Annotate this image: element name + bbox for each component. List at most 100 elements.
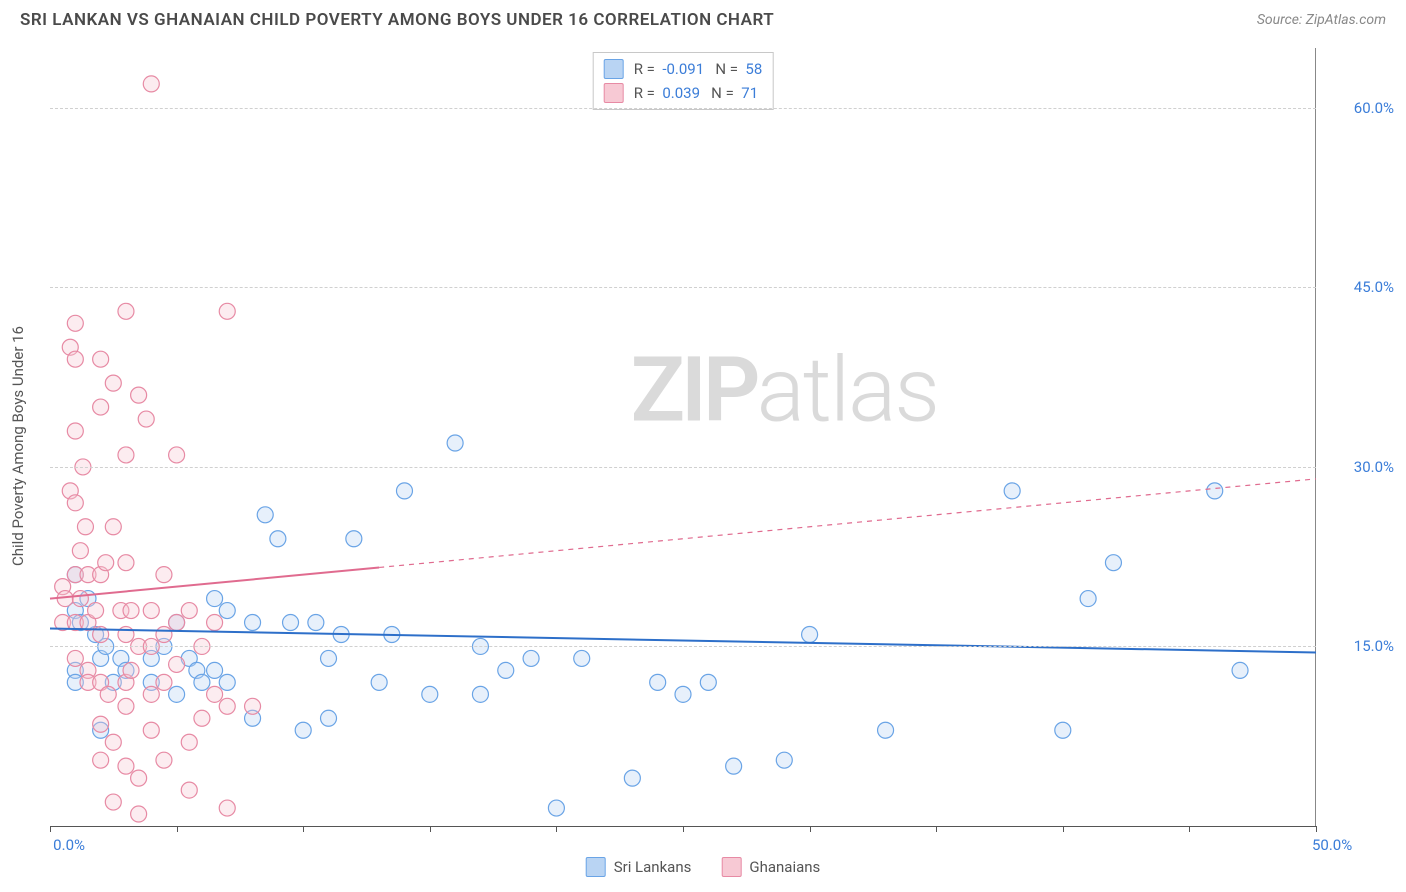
scatter-point: [245, 615, 261, 631]
scatter-point: [346, 531, 362, 547]
x-tick: [1063, 826, 1064, 832]
scatter-point: [67, 351, 83, 367]
y-axis-title: Child Poverty Among Boys Under 16: [9, 326, 27, 566]
legend-swatch: [604, 83, 624, 103]
scatter-point: [169, 686, 185, 702]
grid-line: [50, 108, 1316, 109]
scatter-point: [726, 758, 742, 774]
scatter-point: [776, 752, 792, 768]
scatter-point: [105, 794, 121, 810]
scatter-point: [194, 710, 210, 726]
x-tick: [430, 826, 431, 832]
legend-label: Ghanaians: [749, 858, 820, 876]
scatter-point: [118, 758, 134, 774]
scatter-point: [138, 411, 154, 427]
scatter-point: [207, 591, 223, 607]
scatter-point: [156, 752, 172, 768]
scatter-point: [98, 555, 114, 571]
x-tick: [1316, 826, 1317, 832]
scatter-point: [169, 615, 185, 631]
scatter-point: [1055, 722, 1071, 738]
y-tick-label: 30.0%: [1324, 458, 1394, 476]
trend-line-dashed: [379, 479, 1316, 568]
scatter-point: [624, 770, 640, 786]
scatter-point: [72, 591, 88, 607]
scatter-point: [1004, 483, 1020, 499]
scatter-point: [93, 351, 109, 367]
legend-swatch: [721, 857, 741, 877]
scatter-point: [447, 435, 463, 451]
legend-swatch: [604, 59, 624, 79]
stats-legend-box: R = -0.091 N = 58R = 0.039 N = 71: [593, 52, 774, 110]
scatter-point: [169, 656, 185, 672]
scatter-point: [77, 519, 93, 535]
scatter-point: [131, 770, 147, 786]
scatter-point: [156, 674, 172, 690]
scatter-point: [371, 674, 387, 690]
scatter-point: [574, 650, 590, 666]
scatter-point: [93, 716, 109, 732]
scatter-point: [548, 800, 564, 816]
scatter-point: [700, 674, 716, 690]
scatter-point: [396, 483, 412, 499]
scatter-point: [523, 650, 539, 666]
scatter-point: [156, 567, 172, 583]
x-tick-label: 0.0%: [53, 836, 85, 854]
stats-legend-row: R = -0.091 N = 58: [604, 57, 763, 81]
legend-text: R = -0.091 N = 58: [634, 57, 763, 81]
x-tick-label: 50.0%: [1312, 836, 1352, 854]
x-tick: [303, 826, 304, 832]
scatter-point: [156, 626, 172, 642]
scatter-point: [131, 806, 147, 822]
series-legend: Sri Lankans Ghanaians: [586, 857, 821, 877]
legend-label: Sri Lankans: [614, 858, 692, 876]
scatter-point: [105, 519, 121, 535]
scatter-point: [1105, 555, 1121, 571]
scatter-point: [270, 531, 286, 547]
y-tick-label: 15.0%: [1324, 637, 1394, 655]
x-tick: [50, 826, 51, 832]
scatter-point: [219, 800, 235, 816]
scatter-point: [650, 674, 666, 690]
grid-line: [50, 287, 1316, 288]
x-tick: [810, 826, 811, 832]
scatter-point: [219, 674, 235, 690]
chart-header: SRI LANKAN VS GHANAIAN CHILD POVERTY AMO…: [0, 0, 1406, 36]
x-tick: [936, 826, 937, 832]
scatter-point: [67, 650, 83, 666]
scatter-point: [321, 710, 337, 726]
scatter-point: [181, 782, 197, 798]
scatter-point: [207, 686, 223, 702]
scatter-point: [118, 447, 134, 463]
scatter-point: [283, 615, 299, 631]
legend-text: R = 0.039 N = 71: [634, 81, 758, 105]
scatter-point: [118, 303, 134, 319]
scatter-point: [422, 686, 438, 702]
scatter-point: [67, 423, 83, 439]
scatter-point: [219, 698, 235, 714]
stats-legend-row: R = 0.039 N = 71: [604, 81, 763, 105]
scatter-point: [219, 603, 235, 619]
scatter-point: [143, 603, 159, 619]
scatter-point: [308, 615, 324, 631]
scatter-point: [181, 603, 197, 619]
scatter-point: [100, 686, 116, 702]
x-tick: [556, 826, 557, 832]
scatter-point: [321, 650, 337, 666]
scatter-point: [118, 555, 134, 571]
x-tick: [177, 826, 178, 832]
scatter-point: [194, 674, 210, 690]
y-tick-label: 60.0%: [1324, 99, 1394, 117]
scatter-point: [123, 662, 139, 678]
scatter-point: [67, 495, 83, 511]
scatter-point: [472, 686, 488, 702]
source-label: Source: ZipAtlas.com: [1257, 12, 1386, 28]
scatter-plot-svg: [50, 48, 1316, 826]
scatter-point: [93, 752, 109, 768]
scatter-point: [675, 686, 691, 702]
x-tick: [1189, 826, 1190, 832]
scatter-point: [181, 734, 197, 750]
scatter-point: [1080, 591, 1096, 607]
scatter-point: [878, 722, 894, 738]
scatter-point: [207, 615, 223, 631]
